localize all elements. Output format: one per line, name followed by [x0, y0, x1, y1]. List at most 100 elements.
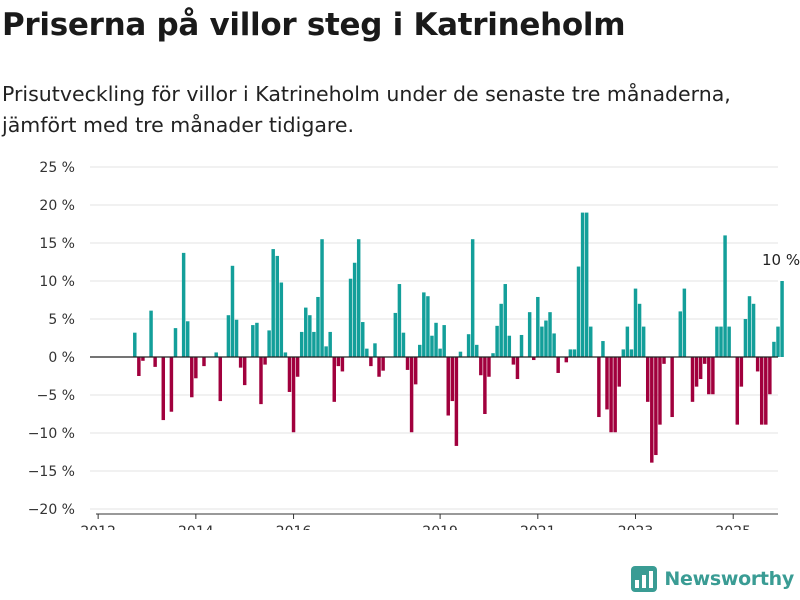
- x-axis: 2012 2014 2016 2019 2021 2023 2025: [80, 513, 778, 530]
- x-tick-label: 2023: [618, 524, 654, 530]
- bar: [654, 357, 658, 456]
- bar: [719, 326, 723, 357]
- y-tick-label: −20 %: [28, 502, 75, 518]
- bar: [275, 255, 279, 357]
- bar: [552, 333, 556, 357]
- x-tick-label: 2025: [715, 524, 751, 530]
- y-tick-label: 0 %: [48, 350, 75, 366]
- bar: [291, 357, 296, 433]
- bar: [316, 296, 320, 357]
- bar: [650, 357, 654, 463]
- bar: [454, 357, 459, 446]
- bar: [715, 326, 719, 357]
- bar: [153, 357, 157, 367]
- bar: [617, 357, 621, 387]
- bar: [576, 266, 581, 357]
- bar: [255, 322, 259, 357]
- bar: [226, 315, 231, 357]
- bar: [759, 357, 764, 425]
- bar: [605, 357, 609, 410]
- bar: [678, 311, 683, 357]
- bar: [242, 357, 247, 386]
- bar: [637, 303, 642, 357]
- bar: [580, 212, 585, 357]
- bar: [149, 310, 153, 357]
- bar: [544, 320, 548, 357]
- bar: [670, 357, 674, 418]
- bar: [405, 357, 410, 370]
- bar: [568, 349, 573, 357]
- bar: [137, 357, 141, 376]
- bar: [470, 239, 475, 357]
- x-tick-label: 2012: [80, 524, 116, 530]
- bar: [641, 326, 646, 357]
- bar: [397, 284, 402, 357]
- bar: [181, 252, 186, 357]
- bar: [336, 357, 341, 367]
- bar: [348, 278, 353, 357]
- bar: [515, 357, 520, 380]
- bar: [597, 357, 601, 418]
- bar: [780, 281, 784, 357]
- bar: [393, 312, 398, 357]
- bar: [645, 357, 650, 402]
- bar: [503, 284, 507, 357]
- bar: [755, 357, 760, 372]
- bar: [739, 357, 744, 387]
- bar: [540, 326, 544, 357]
- bar-chart: −20 % −15 % −10 % −5 % 0 % 5 % 10 % 15 % 20 % 25 …: [28, 160, 800, 530]
- bar: [299, 331, 304, 357]
- chart-title: Priserna på villor steg i Katrineholm: [2, 7, 626, 43]
- bar: [450, 357, 455, 402]
- x-tick-label: 2014: [178, 524, 214, 530]
- newsworthy-logo-icon: [631, 566, 658, 592]
- bar: [409, 357, 414, 433]
- bar: [483, 357, 487, 414]
- bar: [527, 312, 532, 357]
- bar: [768, 357, 772, 395]
- bar: [694, 357, 699, 387]
- x-tick-label: 2021: [520, 524, 556, 530]
- bar: [601, 341, 605, 357]
- bar: [230, 265, 235, 357]
- bar: [324, 346, 328, 357]
- y-tick-label: 5 %: [48, 312, 75, 328]
- brand-name: Newsworthy: [664, 568, 794, 590]
- bar: [369, 357, 373, 367]
- bar: [495, 325, 499, 357]
- bar: [434, 322, 438, 357]
- bar: [190, 357, 194, 398]
- bar: [356, 239, 361, 357]
- y-tick-label: −10 %: [28, 426, 75, 442]
- annotations: 10 %: [762, 251, 800, 269]
- bar: [141, 357, 145, 361]
- last-value-label: 10 %: [762, 251, 800, 269]
- bar: [426, 296, 430, 357]
- bar: [381, 357, 385, 371]
- bar: [507, 335, 512, 357]
- bar: [772, 341, 776, 357]
- bar: [466, 334, 471, 357]
- y-tick-label: 10 %: [39, 274, 75, 290]
- bar: [194, 357, 198, 379]
- bar: [271, 249, 275, 357]
- bar: [629, 349, 634, 357]
- bar: [234, 319, 239, 357]
- bar: [218, 357, 223, 402]
- bar: [690, 357, 695, 402]
- bar: [365, 348, 369, 357]
- bar: [133, 332, 137, 357]
- gridlines: [90, 166, 778, 510]
- bar: [442, 325, 446, 357]
- y-tick-label: −5 %: [37, 388, 75, 404]
- bar: [584, 212, 589, 357]
- bar: [430, 335, 434, 357]
- bar: [572, 349, 577, 357]
- y-tick-label: 20 %: [39, 198, 75, 214]
- bar: [475, 344, 479, 357]
- bar: [589, 326, 593, 357]
- bar: [304, 307, 308, 357]
- bar: [609, 357, 613, 433]
- bar: [352, 262, 357, 357]
- bar: [308, 315, 312, 357]
